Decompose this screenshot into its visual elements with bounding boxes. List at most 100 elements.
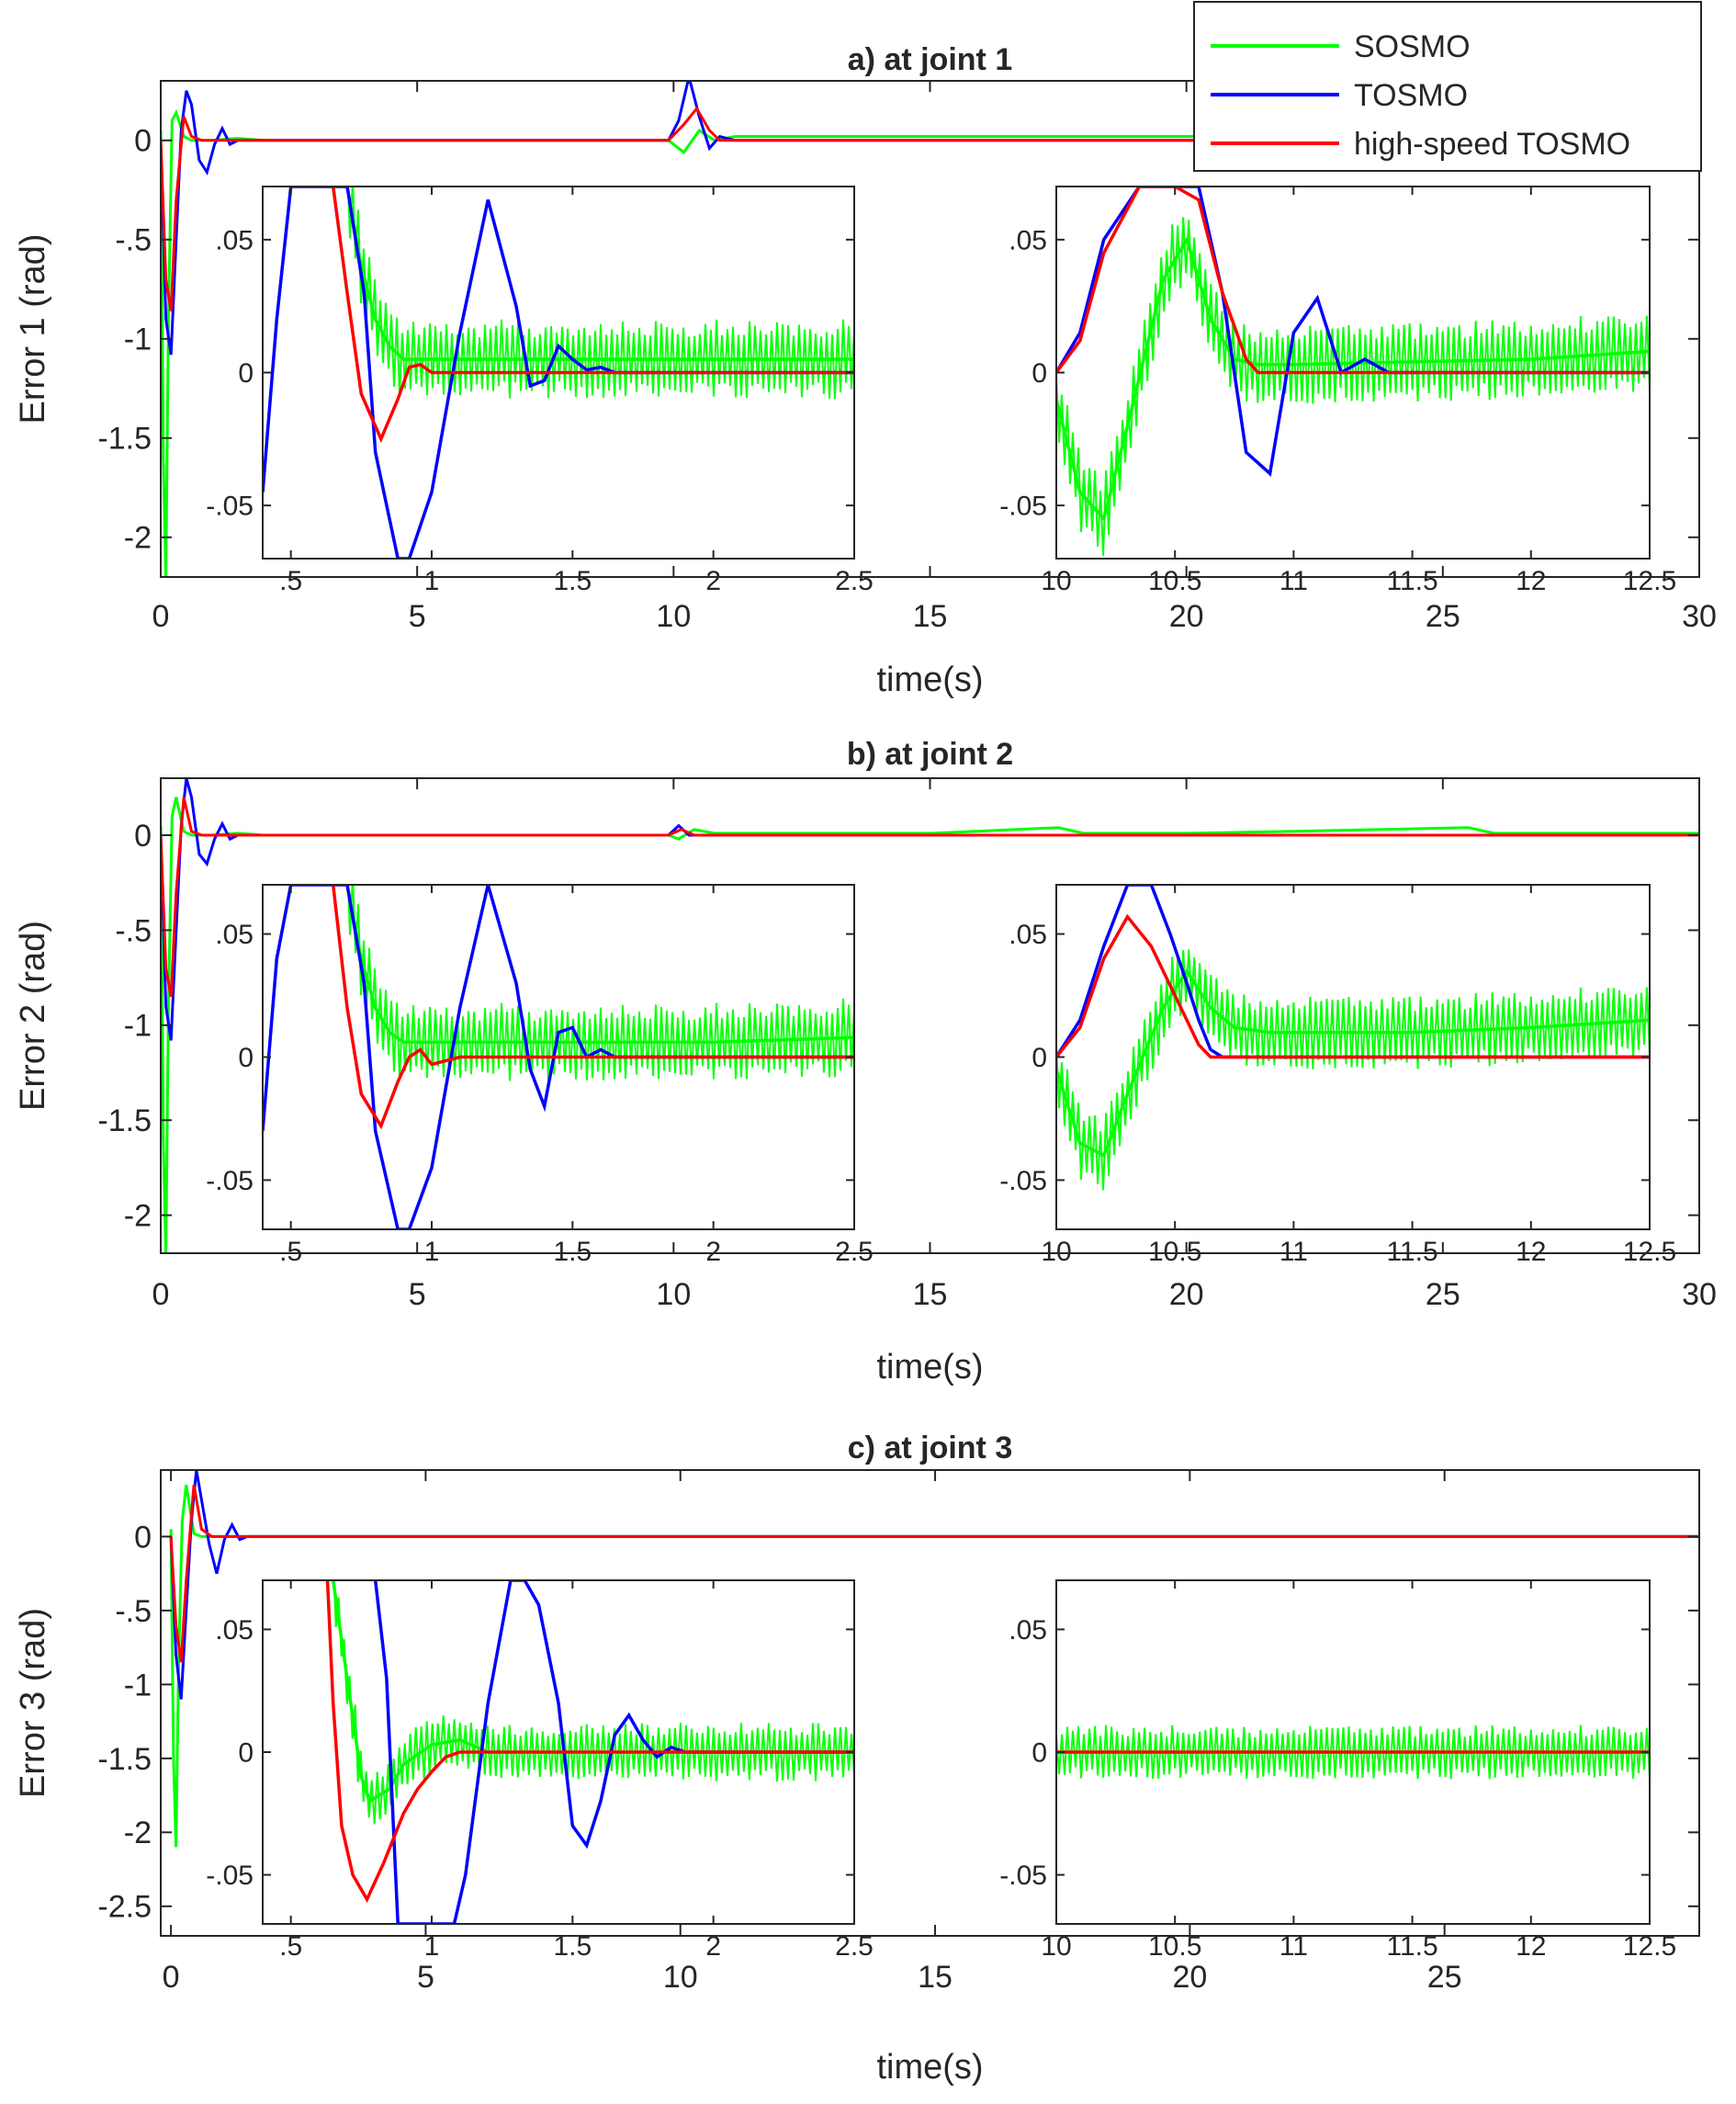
panel-a-inset-1-ytick-label: .05 [215,225,254,255]
panel-c-inset-2-xtick-label: 12 [1516,1931,1546,1962]
panel-c-inset-1-xtick-label: 1.5 [553,1931,592,1962]
panel-c-series-high-speed-tosmo [169,1484,1699,1663]
panel-b-ytick-label: -2 [124,1199,152,1234]
panel-b-inset-2-xtick-label: 12 [1516,1237,1546,1267]
panel-a-inset-2-xtick-label: 12.5 [1623,566,1676,596]
panel-b-xtick-label: 0 [152,1277,170,1312]
panel-a-inset-1-series-high-speed-tosmo [331,187,854,444]
panel-a-ytick-label: -.5 [115,223,152,258]
panel-a-inset-1-ytick-label: 0 [238,358,254,389]
panel-a-inset-2-series-high-speed-tosmo [1056,187,1650,375]
panel-b-ytick-label: 0 [134,819,152,854]
panel-a-inset-2-series-tosmo [1056,187,1650,477]
panel-c-ylabel: Error 3 (rad) [14,1608,52,1798]
legend-label-high-speed-tosmo: high-speed TOSMO [1354,127,1630,162]
panel-c-inset-2-ytick-label: .05 [1009,1615,1047,1646]
panel-b-inset-2-series-sosmo [1056,967,1650,1159]
panel-b-inset-1-xtick-label: 2 [705,1237,721,1267]
panel-a-ytick-label: 0 [134,124,152,159]
panel-c-xtick-label: 25 [1427,1960,1462,1995]
panel-c-xtick-label: 15 [918,1960,953,1995]
panel-b-inset-1-xtick-label: .5 [279,1237,302,1267]
subplot-joint-3: 0 5 10 15 20 250-.5-1-1.5-2-2.5c) at joint 3t… [14,1431,1700,2087]
panel-b-inset-1-xtick-label: 1.5 [553,1237,592,1267]
panel-b-xtick-label: 10 [656,1277,691,1312]
legend-label-tosmo: TOSMO [1354,78,1468,113]
panel-a-xtick-label: 25 [1426,599,1460,634]
panel-b-inset-1-xtick-label: 1 [424,1237,440,1267]
panel-b-xtick-label: 15 [913,1277,948,1312]
panel-a-series-high-speed-tosmo [161,106,1699,311]
panel-c-inset-1-series-high-speed-tosmo [325,1580,854,1904]
panel-c-frame [160,1469,1700,1937]
panel-c-inset-2-plot-area [1056,1725,1650,1780]
panel-b-inset-2-series-high-speed-tosmo [1056,913,1650,1059]
panel-b-xtick-label: 20 [1169,1277,1204,1312]
panel-c-inset-2-xtick-label: 12.5 [1623,1931,1676,1962]
panel-a-inset-2-xtick-label: 11 [1279,566,1308,596]
panel-b-inset-2-ytick-label: .05 [1009,920,1047,950]
panel-b-inset-2-xtick-label: 11.5 [1387,1237,1438,1267]
panel-b-inset-1-series-sosmo-chatter [347,885,854,1081]
panel-b-inset-2-series-tosmo [1056,885,1650,1059]
panel-a-inset-1-xtick-label: 2.5 [835,566,874,596]
panel-a-ytick-label: -2 [124,521,152,556]
panel-a-inset-1-series-sosmo [345,187,854,361]
panel-a-ytick-label: -1 [124,322,152,357]
panel-b-inset-1-series-high-speed-tosmo [331,885,854,1130]
panel-b-xtick-label: 30 [1682,1277,1717,1312]
panel-b-series-tosmo [161,778,1699,1041]
panel-b-inset-1-ytick-label: -.05 [206,1166,254,1196]
panel-b-inset-2-xtick-label: 10.5 [1148,1237,1201,1267]
panel-a-inset-2-ytick-label: -.05 [999,492,1047,522]
panel-b-inset-2-xtick-label: 11 [1279,1237,1308,1267]
panel-c-ytick-label: -.5 [115,1594,152,1629]
panel-a-inset-1-xtick-label: 1.5 [553,566,592,596]
panel-a-ylabel: Error 1 (rad) [14,234,52,424]
panel-b-xtick-label: 25 [1426,1277,1460,1312]
panel-c-inset-2-xtick-label: 10 [1041,1931,1071,1962]
panel-b-inset-2-xtick-label: 12.5 [1623,1237,1676,1267]
panel-b-ytick-label: -1 [124,1009,152,1044]
panel-a-ytick-label: -1.5 [97,422,152,457]
panel-a-inset-2-series-sosmo [1056,235,1650,523]
panel-a-inset-1-xtick-label: .5 [279,566,302,596]
panel-a-xtick-label: 20 [1169,599,1204,634]
panel-b-inset-2: 10 10.5 11 11.5 12 12.5 .05 0 -.05 [999,884,1676,1267]
panel-b-ylabel: Error 2 (rad) [14,921,52,1111]
panel-c-inset-1-xtick-label: .5 [279,1931,302,1962]
panel-a-inset-1-plot-area [263,187,854,559]
panel-a-inset-1: .5 1 1.5 2 2.5 .05 0 -.05 [206,186,874,596]
panel-c-inset-2-xtick-label: 11 [1279,1931,1308,1962]
panel-c-inset-1-ytick-label: -.05 [206,1861,254,1891]
panel-b-ytick-label: -1.5 [97,1103,152,1138]
panel-b-title: b) at joint 2 [847,737,1013,772]
panel-b-series-high-speed-tosmo [161,797,1699,998]
panel-c-ytick-label: -2.5 [97,1890,152,1925]
panel-a-xtick-label: 30 [1682,599,1717,634]
panel-a-inset-1-xtick-label: 2 [705,566,721,596]
panel-a-plot-area [161,81,1699,577]
panel-a-inset-1-ytick-label: -.05 [206,492,254,522]
panel-c-xlabel: time(s) [876,2048,983,2087]
panel-b-inset-1-xtick-label: 2.5 [835,1237,874,1267]
panel-c-inset-1-ytick-label: 0 [238,1738,254,1769]
panel-a-inset-2-ytick-label: .05 [1009,225,1047,255]
panel-b-inset-2-ytick-label: 0 [1031,1043,1047,1073]
panel-b-inset-1: .5 1 1.5 2 2.5 .05 0 -.05 [206,884,874,1267]
panel-c-inset-2-xtick-label: 11.5 [1387,1931,1438,1962]
panel-c-inset-2-series-sosmo-chatter [1056,1725,1650,1780]
panel-c-inset-1-xtick-label: 2.5 [835,1931,874,1962]
panel-b-xlabel: time(s) [876,1348,983,1386]
panel-a-title: a) at joint 1 [848,42,1012,77]
panel-b-inset-1-plot-area [263,885,854,1229]
panel-c-inset-1: .5 1 1.5 2 2.5 .05 0 -.05 [206,1579,874,1962]
panel-c-inset-1-xtick-label: 2 [705,1931,721,1962]
panel-a-xtick-label: 15 [913,599,948,634]
panel-a-xtick-label: 5 [409,599,426,634]
panel-a-inset-2: 10 10.5 11 11.5 12 12.5 .05 0 -.05 [999,186,1676,596]
panel-b-inset-2-plot-area [1056,885,1650,1191]
panel-c-xtick-label: 5 [417,1960,434,1995]
panel-c-ytick-label: -1 [124,1668,152,1702]
panel-a-inset-2-xtick-label: 12 [1516,566,1546,596]
